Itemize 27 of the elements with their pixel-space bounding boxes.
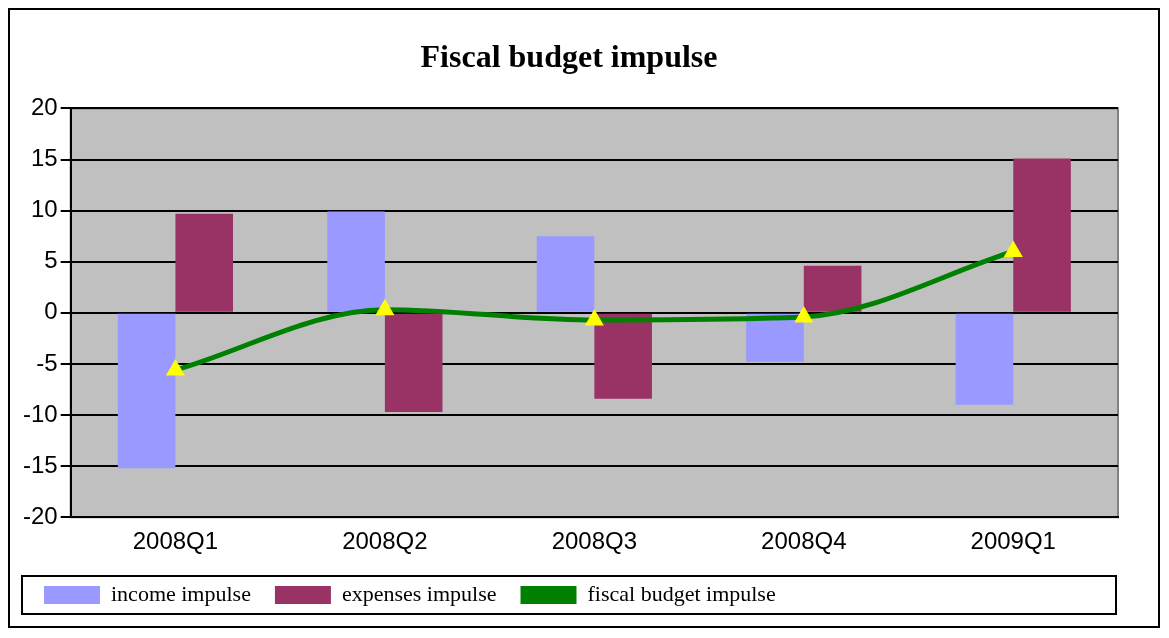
bar — [955, 313, 1014, 405]
x-tick-label: 2008Q2 — [342, 527, 428, 555]
y-tick-label: -5 — [36, 348, 58, 376]
bar — [536, 236, 595, 312]
legend-label: fiscal budget impulse — [587, 580, 776, 606]
y-tick-label: -20 — [23, 501, 58, 529]
y-tick-label: 10 — [30, 195, 58, 223]
y-tick-label: 0 — [44, 297, 58, 325]
legend-label: income impulse — [111, 580, 251, 606]
y-tick-label: -15 — [23, 450, 58, 478]
bar — [175, 213, 234, 312]
bar — [1013, 158, 1071, 312]
x-tick-label: 2008Q3 — [551, 527, 638, 555]
bar — [117, 313, 176, 469]
y-tick-label: 5 — [44, 246, 58, 274]
bar — [594, 313, 652, 399]
chart-title: Fiscal budget impulse — [420, 38, 718, 75]
legend-label: expenses impulse — [341, 580, 497, 606]
x-tick-label: 2008Q4 — [761, 527, 847, 555]
y-tick-label: 15 — [30, 144, 58, 172]
x-tick-label: 2008Q1 — [132, 527, 219, 555]
x-tick-label: 2009Q1 — [970, 527, 1056, 555]
y-tick-label: -10 — [23, 399, 58, 427]
bar — [327, 211, 385, 312]
bar — [803, 265, 862, 312]
bar — [384, 313, 443, 412]
y-tick-label: 20 — [30, 93, 58, 121]
